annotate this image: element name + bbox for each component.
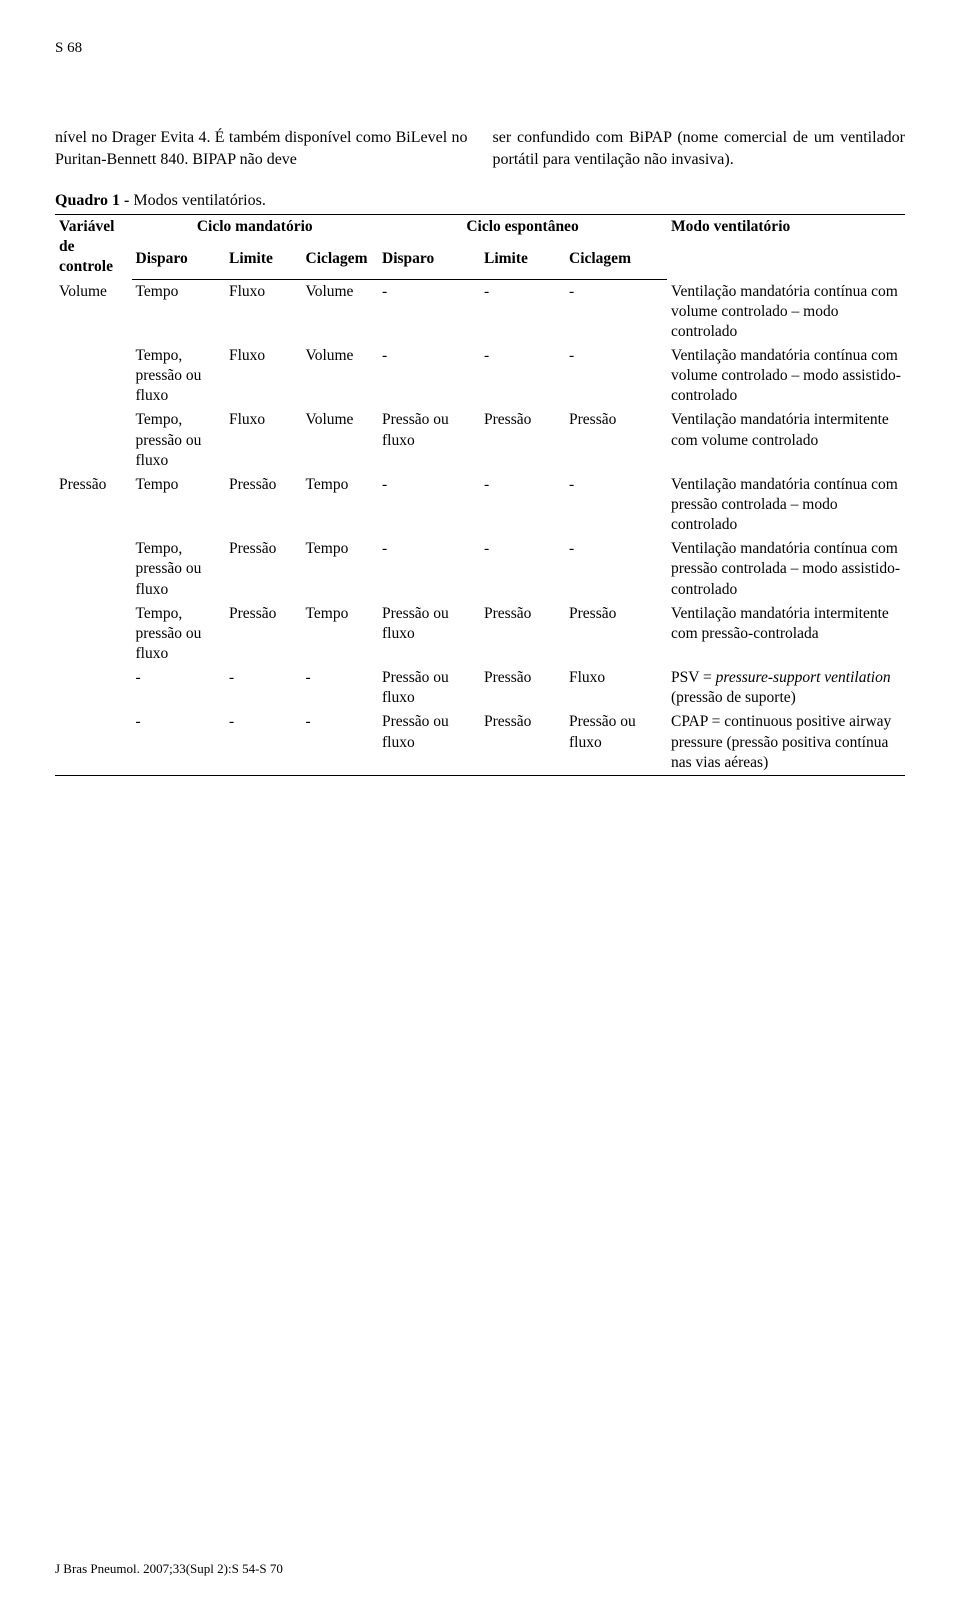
header-modo: Modo ventilatório (667, 215, 905, 280)
journal-footer: J Bras Pneumol. 2007;33(Supl 2):S 54-S 7… (55, 1561, 283, 1577)
table-row: Tempo, pressão ou fluxoPressãoTempo---Ve… (55, 537, 905, 601)
table-cell: - (378, 473, 480, 537)
table-cell: Tempo (132, 280, 226, 344)
table-cell: Pressão ou fluxo (378, 408, 480, 472)
header-ciclo-espontaneo: Ciclo espontâneo (378, 215, 667, 247)
table-cell (55, 666, 132, 710)
table-title-bold: Quadro 1 - (55, 192, 129, 209)
table-cell-mode: PSV = pressure-support ventilation (pres… (667, 666, 905, 710)
table-row: Tempo, pressão ou fluxoFluxoVolume---Ven… (55, 344, 905, 408)
table-cell: Fluxo (565, 666, 667, 710)
table-cell-mode: Ventilação mandatória contínua com press… (667, 473, 905, 537)
table-cell: Pressão (225, 473, 302, 537)
table-cell: Pressão ou fluxo (565, 710, 667, 775)
table-cell: - (480, 473, 565, 537)
table-cell: Fluxo (225, 280, 302, 344)
table-row: Tempo, pressão ou fluxoFluxoVolumePressã… (55, 408, 905, 472)
table-cell: - (565, 473, 667, 537)
table-cell: - (480, 537, 565, 601)
table-cell: - (225, 710, 302, 775)
header-disparo-1: Disparo (132, 247, 226, 279)
table-cell: Tempo (132, 473, 226, 537)
intro-paragraph: nível no Drager Evita 4. É também dispon… (55, 127, 905, 170)
header-disparo-2: Disparo (378, 247, 480, 279)
table-cell: Tempo, pressão ou fluxo (132, 537, 226, 601)
table-body: VolumeTempoFluxoVolume---Ventilação mand… (55, 280, 905, 776)
table-cell-mode: CPAP = continuous positive airway pressu… (667, 710, 905, 775)
table-cell: - (480, 344, 565, 408)
intro-right-column: ser confundido com BiPAP (nome comercial… (493, 127, 906, 170)
table-cell (55, 408, 132, 472)
intro-left-column: nível no Drager Evita 4. É também dispon… (55, 127, 468, 170)
table-cell: Pressão (565, 602, 667, 666)
table-cell: - (378, 537, 480, 601)
header-variavel: Variável de controle (55, 215, 132, 280)
table-cell: Tempo, pressão ou fluxo (132, 344, 226, 408)
table-cell: - (565, 344, 667, 408)
table-cell: - (378, 344, 480, 408)
table-cell: Tempo (302, 602, 379, 666)
table-row: VolumeTempoFluxoVolume---Ventilação mand… (55, 280, 905, 344)
table-cell: Tempo, pressão ou fluxo (132, 602, 226, 666)
table-cell: Tempo, pressão ou fluxo (132, 408, 226, 472)
table-cell: Fluxo (225, 344, 302, 408)
table-cell: Pressão (480, 710, 565, 775)
table-cell (55, 602, 132, 666)
table-cell: - (132, 710, 226, 775)
page-number: S 68 (55, 40, 905, 57)
table-cell: Pressão (55, 473, 132, 537)
table-cell: - (480, 280, 565, 344)
table-cell (55, 537, 132, 601)
table-cell: Volume (55, 280, 132, 344)
ventilatory-modes-table: Variável de controle Ciclo mandatório Ci… (55, 214, 905, 776)
table-cell: - (132, 666, 226, 710)
table-cell-mode: Ventilação mandatória intermitente com v… (667, 408, 905, 472)
table-cell: Tempo (302, 537, 379, 601)
table-cell: Pressão (480, 666, 565, 710)
header-ciclagem-2: Ciclagem (565, 247, 667, 279)
table-cell-mode: Ventilação mandatória intermitente com p… (667, 602, 905, 666)
table-cell: - (225, 666, 302, 710)
table-cell: - (302, 666, 379, 710)
table-title-text: Modos ventilatórios. (129, 192, 265, 209)
table-cell: - (565, 280, 667, 344)
table-cell (55, 710, 132, 775)
table-cell: - (378, 280, 480, 344)
table-cell: Fluxo (225, 408, 302, 472)
header-limite-2: Limite (480, 247, 565, 279)
table-cell: - (565, 537, 667, 601)
table-cell: - (302, 710, 379, 775)
table-cell: Pressão ou fluxo (378, 602, 480, 666)
table-cell-mode: Ventilação mandatória contínua com volum… (667, 344, 905, 408)
table-cell: Volume (302, 280, 379, 344)
table-row: ---Pressão ou fluxoPressãoPressão ou flu… (55, 710, 905, 775)
header-limite-1: Limite (225, 247, 302, 279)
table-row: ---Pressão ou fluxoPressãoFluxoPSV = pre… (55, 666, 905, 710)
header-ciclagem-1: Ciclagem (302, 247, 379, 279)
table-cell: Pressão ou fluxo (378, 666, 480, 710)
table-cell: Pressão (565, 408, 667, 472)
table-cell: Pressão (225, 602, 302, 666)
table-cell: Pressão ou fluxo (378, 710, 480, 775)
table-row: Tempo, pressão ou fluxoPressãoTempoPress… (55, 602, 905, 666)
header-ciclo-mandatorio: Ciclo mandatório (132, 215, 379, 247)
table-cell: Pressão (480, 408, 565, 472)
table-cell: Pressão (480, 602, 565, 666)
table-cell: Volume (302, 408, 379, 472)
table-title: Quadro 1 - Modos ventilatórios. (55, 192, 905, 210)
table-cell: Pressão (225, 537, 302, 601)
table-cell-mode: Ventilação mandatória contínua com volum… (667, 280, 905, 344)
table-row: PressãoTempoPressãoTempo---Ventilação ma… (55, 473, 905, 537)
table-cell: Volume (302, 344, 379, 408)
table-cell-mode: Ventilação mandatória contínua com press… (667, 537, 905, 601)
table-cell (55, 344, 132, 408)
table-cell: Tempo (302, 473, 379, 537)
